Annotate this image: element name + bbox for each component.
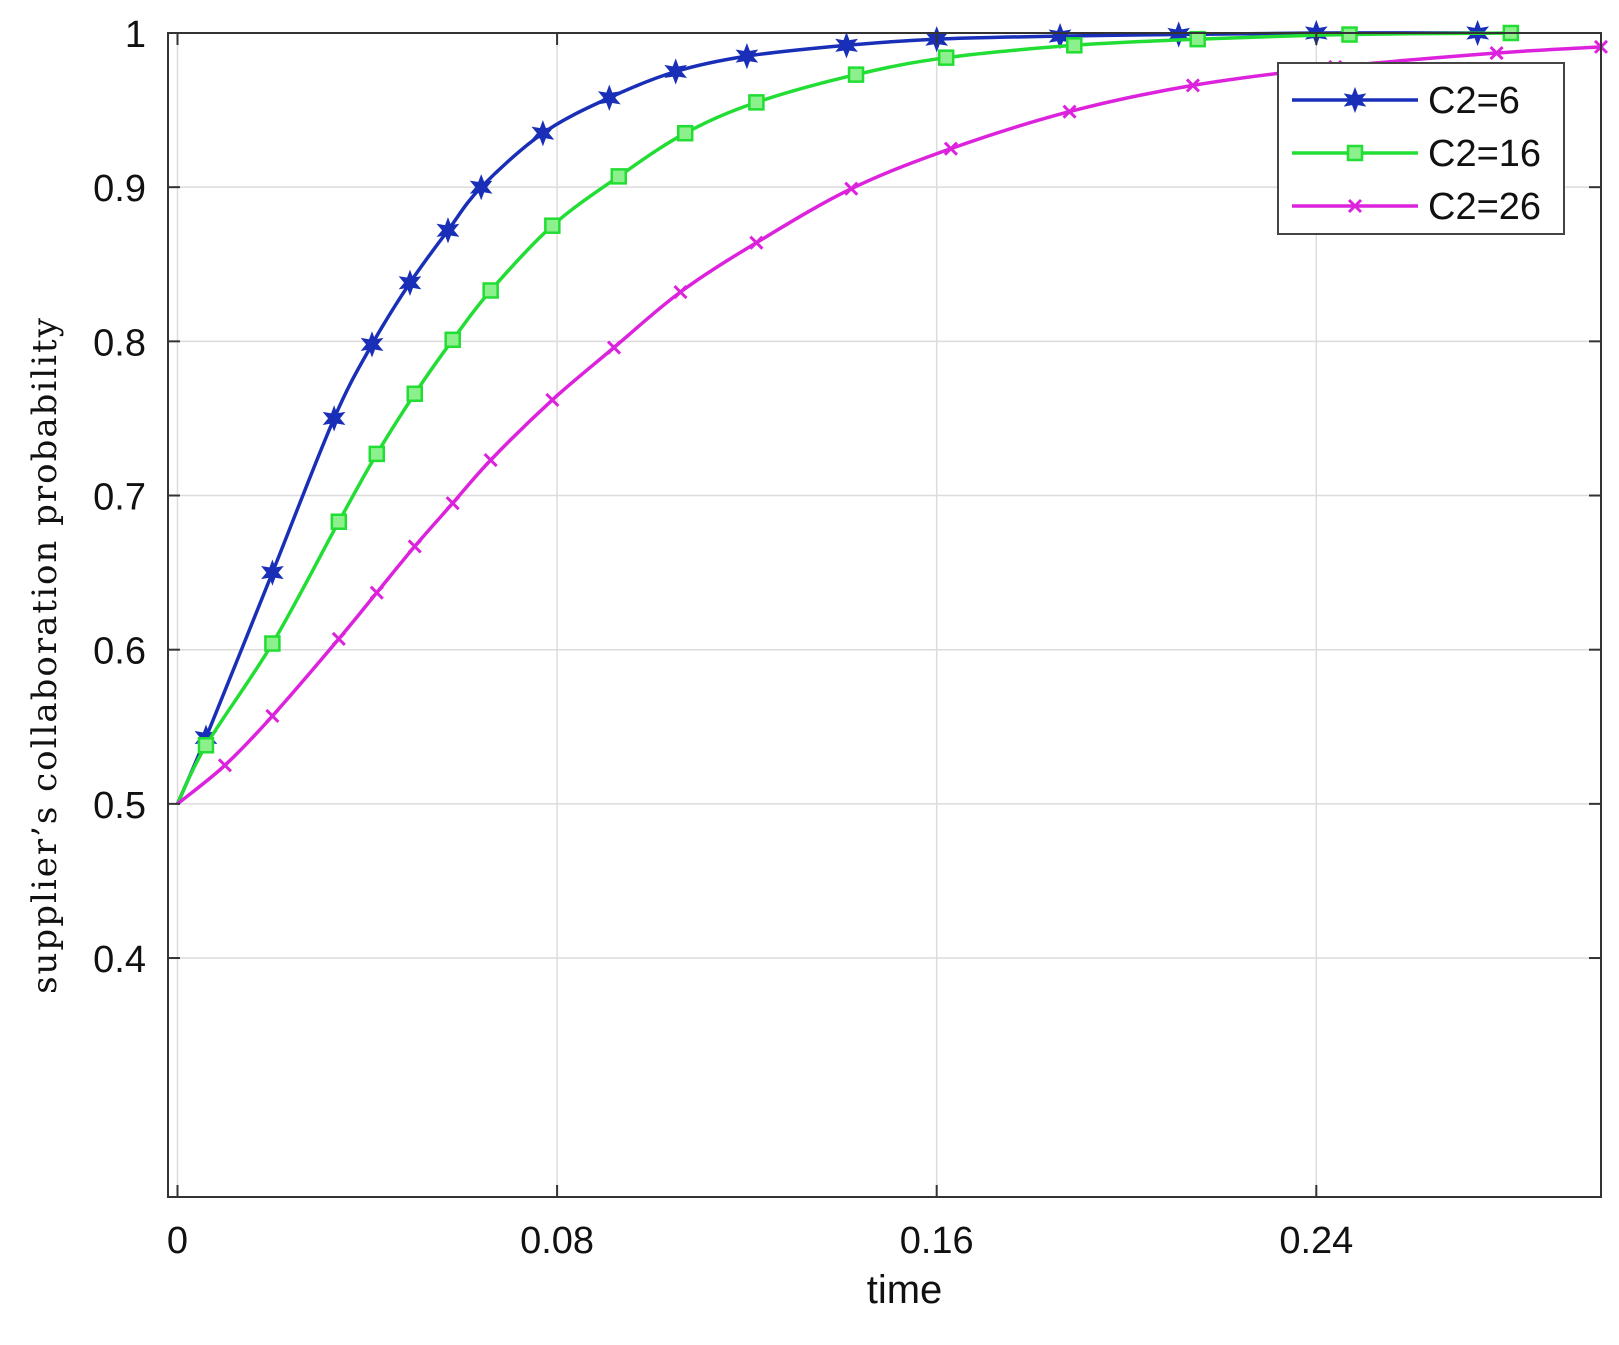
y-tick-label: 0.8	[93, 322, 146, 364]
series-C2=16	[175, 24, 1520, 805]
legend: C2=6 C2=16 C2=26	[1277, 62, 1565, 235]
series-line	[175, 31, 1478, 805]
legend-entry: C2=6	[1428, 80, 1520, 122]
star-marker	[735, 42, 759, 70]
square-marker	[1346, 144, 1364, 162]
star-marker	[1167, 21, 1191, 48]
tick-labels: 0 0.08 0.16 0.24 0.4 0.5 0.6 0.7 0.8 0.9 1	[93, 14, 1353, 1262]
x-marker	[545, 392, 560, 407]
square-marker	[937, 49, 955, 66]
y-axis-title: supplier’s collaboration probability	[25, 316, 65, 994]
x-marker	[1062, 104, 1077, 119]
square-marker	[748, 94, 765, 111]
square-marker	[197, 737, 215, 754]
x-marker	[369, 585, 384, 600]
x-tick-label: 0.16	[900, 1220, 974, 1262]
y-tick-label: 1	[125, 14, 146, 56]
square-marker	[406, 385, 423, 403]
square-marker	[847, 66, 865, 83]
square-marker	[1066, 37, 1083, 54]
x-marker	[673, 284, 688, 300]
x-marker	[1185, 78, 1200, 93]
star-marker	[835, 32, 858, 59]
square-marker	[444, 331, 461, 349]
square-marker	[1189, 30, 1206, 48]
square-marker	[676, 124, 694, 142]
x-tick-label: 0.24	[1279, 1220, 1353, 1262]
legend-entry: C2=26	[1428, 186, 1541, 228]
x-marker	[1489, 45, 1504, 61]
y-tick-label: 0.4	[93, 939, 146, 981]
series-layer	[175, 19, 1609, 806]
y-tick-label: 0.7	[93, 477, 146, 519]
legend-entry: C2=16	[1428, 133, 1541, 175]
square-marker	[330, 513, 348, 530]
x-marker	[331, 631, 346, 646]
square-marker	[264, 635, 281, 652]
square-marker	[544, 217, 561, 234]
y-tick-label: 0.9	[93, 168, 146, 210]
plot-frame	[167, 32, 1602, 1198]
series-C2=26	[176, 39, 1609, 806]
star-marker	[531, 120, 555, 147]
square-marker	[482, 282, 499, 299]
x-tick-label: 0	[167, 1220, 188, 1262]
x-marker	[217, 758, 233, 773]
x-marker	[265, 708, 280, 724]
star-marker	[469, 174, 493, 201]
x-marker	[407, 539, 422, 554]
square-marker	[368, 445, 386, 463]
x-marker	[445, 496, 460, 511]
star-marker	[398, 269, 422, 296]
x-tick-label: 0.08	[520, 1220, 594, 1262]
star-marker	[436, 217, 460, 244]
x-marker	[606, 340, 622, 355]
x-axis-title: time	[867, 1268, 943, 1312]
star-marker	[1343, 86, 1367, 114]
star-marker	[597, 84, 621, 111]
square-marker	[1341, 26, 1358, 43]
x-marker	[749, 235, 764, 250]
x-marker	[483, 452, 498, 468]
x-marker	[1347, 198, 1363, 214]
star-marker	[664, 58, 688, 85]
star-marker	[322, 405, 346, 432]
series-C2=6	[175, 19, 1490, 805]
star-marker	[261, 559, 284, 586]
square-marker	[610, 168, 628, 185]
y-tick-label: 0.6	[93, 631, 146, 673]
x-marker	[943, 141, 958, 156]
y-tick-label: 0.5	[93, 785, 146, 827]
star-marker	[360, 331, 384, 358]
axis-ticks	[168, 32, 1601, 1197]
x-marker	[844, 181, 859, 196]
